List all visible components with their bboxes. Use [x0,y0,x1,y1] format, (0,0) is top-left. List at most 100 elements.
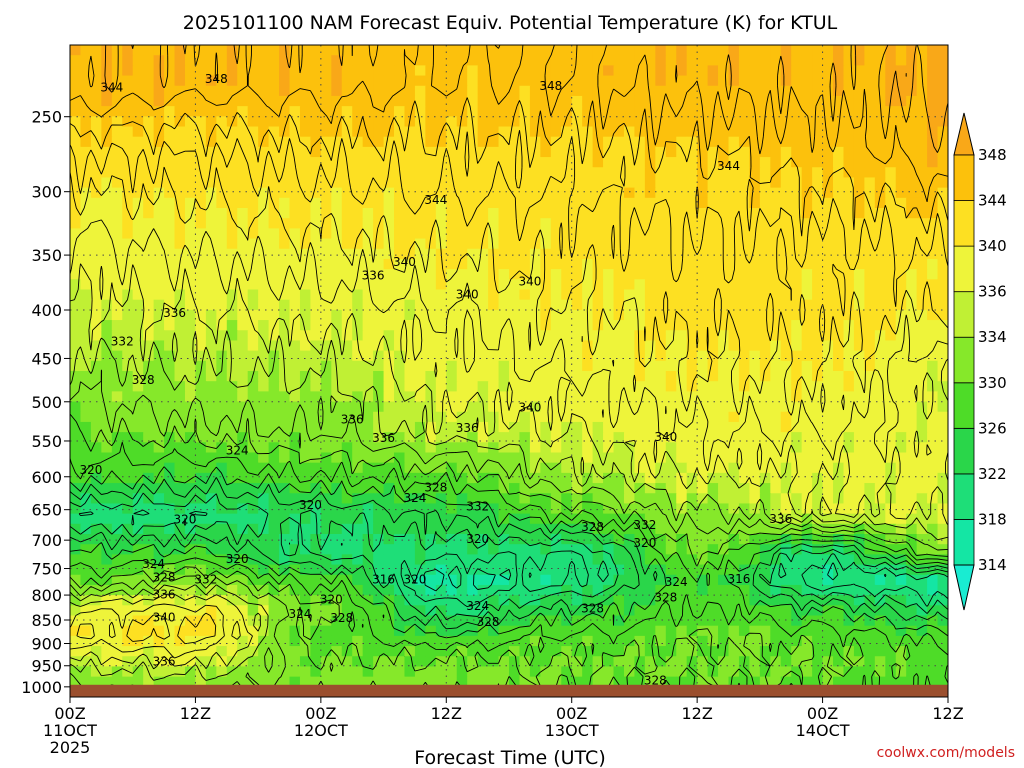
field-cell [833,269,845,280]
field-cell [540,126,552,138]
field-cell [550,146,562,158]
field-cell [394,513,406,525]
field-cell [623,625,636,637]
field-cell [634,248,646,260]
field-cell [509,544,521,555]
field-cell [853,116,865,128]
field-cell [456,146,468,158]
field-cell [498,218,510,229]
field-cell [791,503,803,515]
field-cell [519,554,531,566]
field-cell [456,442,468,454]
field-cell [613,442,625,454]
field-cell [310,228,322,240]
field-cell [184,523,197,535]
field-cell [299,350,311,362]
field-cell [111,95,123,107]
field-cell [435,146,447,158]
field-cell [582,279,594,291]
field-cell [697,371,709,382]
field-cell [352,197,364,209]
field-cell [634,421,646,433]
field-cell [90,75,102,87]
field-cell [801,401,813,413]
field-cell [425,146,437,158]
field-cell [644,75,656,87]
field-cell [718,116,730,128]
field-cell [707,513,719,525]
field-cell [791,116,803,128]
field-cell [707,411,719,423]
field-cell [122,95,134,107]
field-cell [718,45,730,56]
field-cell [707,493,719,505]
field-cell [80,391,92,403]
field-cell [728,197,740,209]
field-cell [404,136,416,148]
field-cell [623,95,636,107]
field-cell [885,442,897,454]
field-cell [90,615,102,627]
field-cell [237,55,249,66]
field-cell [655,299,667,311]
field-cell [362,391,374,403]
field-cell [258,605,270,617]
field-cell [519,330,531,342]
field-cell [331,167,343,179]
field-cell [216,615,228,627]
field-cell [540,75,552,87]
field-cell [833,177,845,189]
field-cell [435,320,447,331]
field-cell [341,625,353,637]
field-cell [394,391,406,403]
field-cell [550,350,562,362]
field-cell [644,45,656,56]
field-cell [237,197,249,209]
field-cell [247,411,259,423]
field-cell [770,218,782,229]
field-cell [279,228,291,240]
field-cell [446,360,458,372]
field-cell [122,371,134,382]
field-cell [237,442,249,454]
field-cell [529,513,541,525]
field-cell [362,309,374,321]
field-cell [143,167,155,179]
field-cell [425,462,437,474]
field-cell [509,411,521,423]
field-cell [299,340,311,352]
field-cell [937,391,948,403]
field-cell [195,493,207,505]
field-cell [707,635,719,647]
field-cell [132,534,144,545]
field-cell [488,238,500,250]
field-cell [237,45,249,56]
field-cell [435,564,447,576]
field-cell [320,411,332,423]
field-cell [90,472,102,484]
field-cell [937,340,948,352]
field-cell [874,452,886,464]
field-cell [853,269,865,280]
field-cell [874,258,886,270]
field-cell [770,584,782,596]
field-cell [749,309,761,321]
field-cell [247,432,259,443]
field-cell [791,605,803,617]
field-cell [184,187,197,199]
field-cell [561,187,573,199]
field-cell [655,187,667,199]
field-cell [561,279,573,291]
field-cell [268,564,280,576]
field-cell [686,513,698,525]
field-cell [644,523,656,535]
field-cell [937,55,948,66]
field-cell [885,625,897,637]
field-cell [446,472,458,484]
field-cell [916,126,928,138]
field-cell [812,289,824,301]
field-cell [237,462,249,474]
field-cell [833,534,845,545]
field-cell [331,635,343,647]
field-cell [937,65,948,77]
